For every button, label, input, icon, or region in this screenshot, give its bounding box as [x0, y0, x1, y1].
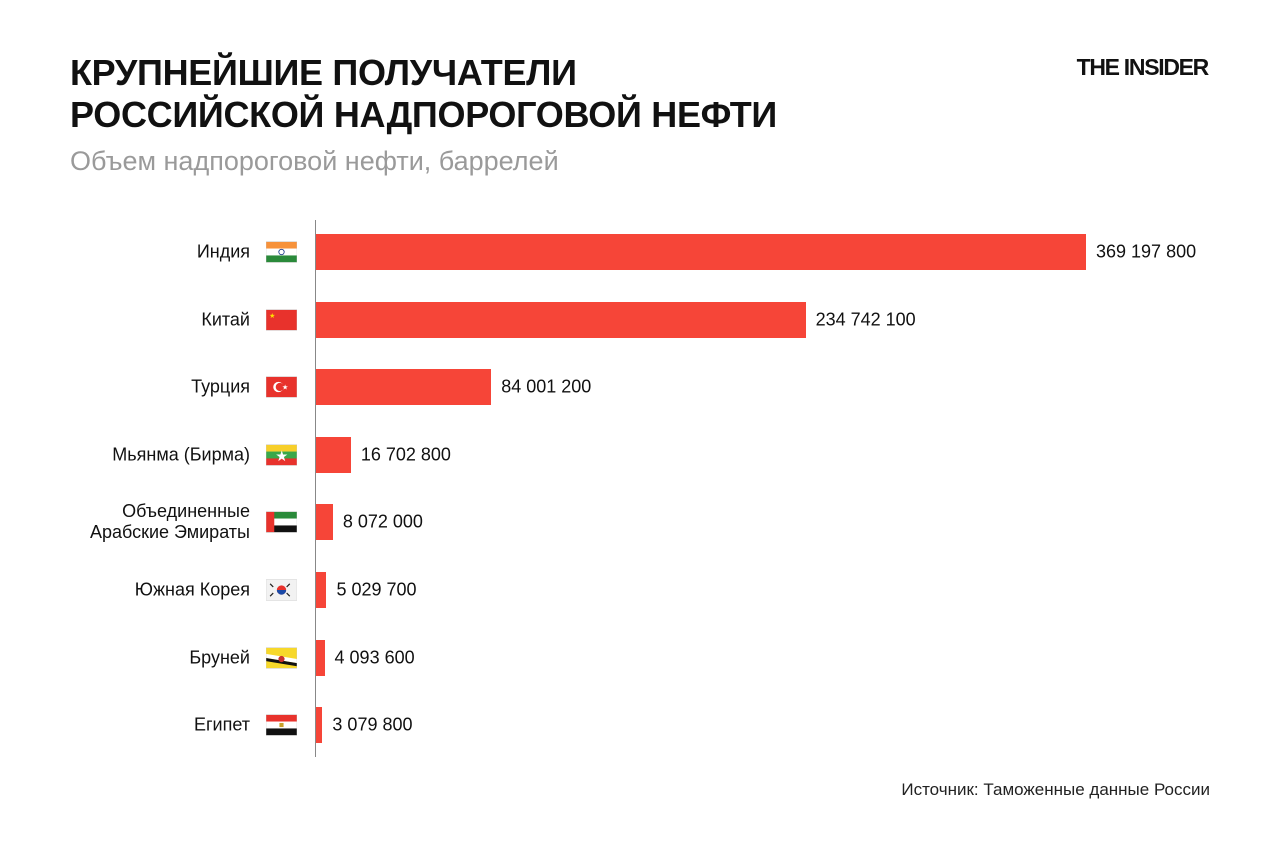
category-label: Мьянма (Бирма) [112, 444, 250, 465]
category-label: Объединенные Арабские Эмираты [89, 501, 250, 543]
flag-india-icon [265, 241, 298, 263]
flag-china-icon: ★ [265, 309, 298, 331]
bar [316, 504, 333, 541]
value-label: 84 001 200 [501, 376, 592, 397]
category-label: Южная Корея [134, 579, 250, 600]
category-label: Египет [193, 714, 250, 735]
svg-text:★: ★ [275, 449, 288, 465]
value-label: 4 093 600 [334, 647, 415, 668]
y-axis-line [315, 220, 316, 757]
bar [316, 369, 492, 406]
svg-text:★: ★ [282, 383, 288, 392]
bar [316, 436, 351, 473]
flag-south-korea-icon [265, 579, 298, 601]
value-label: 3 079 800 [332, 714, 413, 735]
chart-title: КРУПНЕЙШИЕ ПОЛУЧАТЕЛИ РОССИЙСКОЙ НАДПОРО… [70, 52, 777, 135]
bar [316, 234, 1086, 270]
bar [316, 572, 327, 608]
value-label: 5 029 700 [336, 579, 417, 600]
the-insider-logo: THE INSIDER [1076, 54, 1210, 80]
category-label: Индия [196, 241, 250, 262]
source-note: Источник: Таможенные данные России [901, 780, 1210, 799]
flag-uae-icon [265, 511, 298, 533]
flag-myanmar-icon: ★ [265, 444, 298, 466]
bar [316, 301, 806, 338]
category-label: Турция [191, 376, 250, 397]
bar [316, 639, 325, 676]
value-label: 16 702 800 [360, 444, 451, 465]
flag-turkey-icon: ★ [265, 376, 298, 398]
value-label: 369 197 800 [1096, 241, 1197, 262]
chart-subtitle: Объем надпороговой нефти, баррелей [70, 146, 559, 176]
category-label: Китай [201, 309, 250, 330]
flag-egypt-icon [265, 714, 298, 736]
value-label: 234 742 100 [815, 309, 916, 330]
category-label: Бруней [189, 647, 250, 668]
value-label: 8 072 000 [342, 511, 423, 532]
svg-text:★: ★ [269, 311, 275, 320]
bar [316, 707, 323, 744]
flag-brunei-icon [265, 647, 298, 669]
